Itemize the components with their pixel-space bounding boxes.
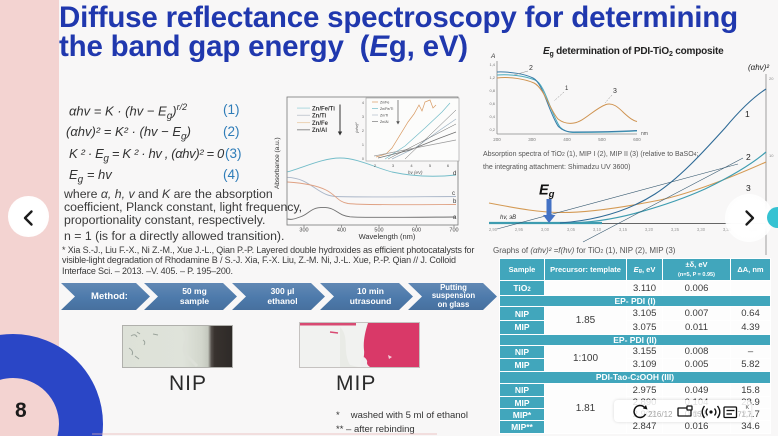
- svg-text:Zn/Al: Zn/Al: [312, 128, 327, 134]
- svg-text:3,05: 3,05: [567, 227, 576, 232]
- svg-text:Zn/Fe/Ti: Zn/Fe/Ti: [312, 106, 335, 112]
- svg-text:500: 500: [374, 228, 383, 234]
- svg-text:4: 4: [362, 101, 364, 105]
- svg-text:Zn/Ti: Zn/Ti: [312, 114, 327, 120]
- svg-text:3: 3: [392, 163, 395, 168]
- svg-text:600: 600: [412, 228, 421, 234]
- svg-text:4: 4: [410, 163, 413, 168]
- svg-text:400: 400: [337, 228, 346, 234]
- svg-text:1,2: 1,2: [489, 75, 495, 80]
- svg-text:Zn/Fe: Zn/Fe: [312, 121, 329, 127]
- svg-text:nm: nm: [641, 131, 648, 137]
- svg-text:3: 3: [613, 88, 617, 95]
- svg-text:K: K: [746, 405, 750, 411]
- svg-text:500: 500: [598, 137, 606, 142]
- svg-text:2,95: 2,95: [515, 227, 524, 232]
- svg-text:600: 600: [633, 137, 641, 142]
- svg-text:Absorbance (a.u.): Absorbance (a.u.): [274, 137, 281, 189]
- svg-text:3,10: 3,10: [593, 227, 602, 232]
- svg-text:3: 3: [746, 183, 751, 193]
- svg-text:hv, эВ: hv, эВ: [500, 215, 516, 221]
- svg-text:700: 700: [449, 228, 458, 234]
- svg-text:Wavelength (nm): Wavelength (nm): [359, 232, 416, 241]
- svg-text:c: c: [452, 191, 455, 197]
- svg-text:0,4: 0,4: [489, 114, 495, 119]
- svg-text:0: 0: [362, 157, 364, 161]
- svg-text:3,20: 3,20: [645, 227, 654, 232]
- svg-text:300: 300: [528, 137, 536, 142]
- svg-text:1,4: 1,4: [489, 62, 495, 67]
- svg-text:10: 10: [769, 153, 774, 158]
- svg-text:3,30: 3,30: [697, 227, 706, 232]
- svg-text:400: 400: [563, 137, 571, 142]
- svg-text:20: 20: [769, 76, 774, 81]
- svg-text:Eg: Eg: [539, 183, 555, 201]
- svg-text:3,15: 3,15: [619, 227, 628, 232]
- svg-text:0,6: 0,6: [489, 101, 495, 106]
- svg-text:216/12: 216/12: [648, 410, 673, 419]
- svg-text:2: 2: [374, 163, 377, 168]
- svg-text:15: 15: [693, 410, 701, 419]
- svg-text:3,00: 3,00: [541, 227, 550, 232]
- svg-text:6: 6: [447, 163, 450, 168]
- svg-text:a: a: [453, 215, 457, 221]
- svg-text:300: 300: [299, 228, 308, 234]
- svg-text:b: b: [453, 199, 457, 205]
- svg-text:3,25: 3,25: [671, 227, 680, 232]
- svg-text:(αhv)²: (αhv)²: [748, 63, 769, 72]
- svg-text:d: d: [453, 171, 456, 177]
- svg-text:2: 2: [529, 65, 533, 72]
- svg-text:1: 1: [745, 109, 750, 119]
- svg-text:0,2: 0,2: [489, 127, 495, 132]
- svg-text:Zn/Fe: Zn/Fe: [380, 100, 389, 104]
- svg-text:Zn/Ti: Zn/Ti: [380, 113, 388, 117]
- svg-text:A: A: [490, 53, 495, 60]
- svg-text:(αhv)²: (αhv)²: [354, 122, 359, 133]
- svg-text:0,8: 0,8: [489, 88, 495, 93]
- svg-text:1: 1: [362, 143, 364, 147]
- svg-text:2,90: 2,90: [489, 227, 498, 232]
- svg-text:Zn/Al: Zn/Al: [380, 120, 389, 124]
- svg-text:2: 2: [746, 152, 751, 162]
- svg-text:5: 5: [429, 163, 432, 168]
- svg-text:hv (eV): hv (eV): [408, 170, 423, 175]
- svg-text:200: 200: [493, 137, 501, 142]
- svg-text:Zn/Fe/Ti: Zn/Fe/Ti: [380, 107, 393, 111]
- svg-text:3: 3: [362, 115, 364, 119]
- svg-text:2: 2: [362, 129, 364, 133]
- svg-text:1: 1: [565, 86, 569, 92]
- svg-text:71,7: 71,7: [738, 410, 752, 419]
